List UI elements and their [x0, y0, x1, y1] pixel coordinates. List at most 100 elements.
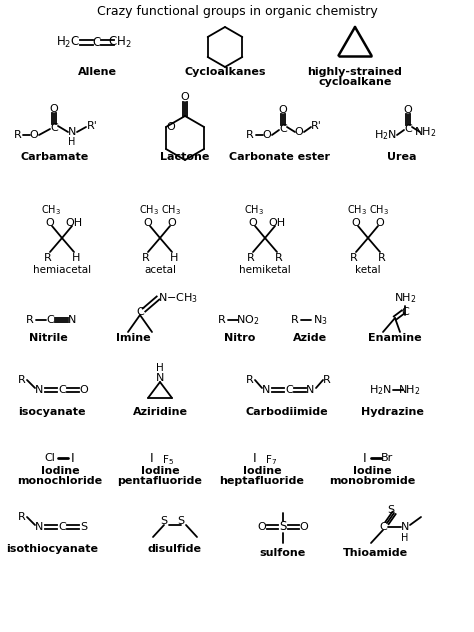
Text: Carbonate ester: Carbonate ester: [229, 152, 330, 162]
Text: CH$_3$: CH$_3$: [347, 203, 367, 217]
Text: N$-$CH$_3$: N$-$CH$_3$: [158, 291, 198, 305]
Text: H: H: [156, 363, 164, 373]
Text: isothiocyanate: isothiocyanate: [6, 544, 98, 554]
Text: R: R: [14, 130, 22, 140]
Text: NH$_2$: NH$_2$: [398, 383, 420, 397]
Text: Iodine: Iodine: [41, 466, 79, 476]
Text: hemiacetal: hemiacetal: [33, 265, 91, 275]
Text: pentafluoride: pentafluoride: [118, 476, 202, 486]
Text: O: O: [168, 218, 176, 228]
Text: Iodine: Iodine: [353, 466, 392, 476]
Text: H: H: [68, 137, 76, 147]
Text: Hydrazine: Hydrazine: [361, 407, 423, 417]
Text: O: O: [181, 92, 190, 102]
Text: H: H: [401, 533, 409, 543]
Text: Cycloalkanes: Cycloalkanes: [184, 67, 266, 77]
Text: Nitro: Nitro: [224, 333, 255, 343]
Text: C: C: [279, 124, 287, 134]
Text: O: O: [300, 522, 309, 532]
Text: N: N: [68, 315, 76, 325]
Text: C: C: [404, 124, 412, 134]
Text: Iodine: Iodine: [141, 466, 179, 476]
Text: N: N: [156, 373, 164, 383]
Text: F$_5$: F$_5$: [162, 453, 174, 467]
Text: I: I: [150, 451, 154, 465]
Text: C: C: [285, 385, 293, 395]
Text: R: R: [246, 130, 254, 140]
Text: Urea: Urea: [387, 152, 417, 162]
Text: Br: Br: [381, 453, 393, 463]
Text: monochloride: monochloride: [18, 476, 102, 486]
Text: R: R: [18, 375, 26, 385]
Text: C: C: [93, 35, 101, 49]
Text: OH: OH: [65, 218, 82, 228]
Text: I: I: [363, 451, 367, 465]
Text: O: O: [295, 127, 303, 137]
Text: O: O: [279, 105, 287, 115]
Text: CH$_3$: CH$_3$: [41, 203, 61, 217]
Text: NH$_2$: NH$_2$: [394, 291, 416, 305]
Text: H$_2$N: H$_2$N: [368, 383, 392, 397]
Text: ketal: ketal: [355, 265, 381, 275]
Text: N: N: [68, 127, 76, 137]
Text: S: S: [387, 505, 394, 515]
Text: R: R: [142, 253, 150, 263]
Text: Enamine: Enamine: [368, 333, 422, 343]
Text: O: O: [375, 218, 384, 228]
Text: C: C: [136, 307, 144, 317]
Text: Aziridine: Aziridine: [133, 407, 188, 417]
Text: Carbamate: Carbamate: [21, 152, 89, 162]
Text: hemiketal: hemiketal: [239, 265, 291, 275]
Text: R: R: [246, 375, 254, 385]
Text: O: O: [249, 218, 257, 228]
Text: R: R: [291, 315, 299, 325]
Text: R': R': [310, 121, 321, 131]
Text: R: R: [378, 253, 386, 263]
Text: O: O: [50, 104, 58, 114]
Text: Iodine: Iodine: [243, 466, 281, 476]
Text: C: C: [401, 307, 409, 317]
Text: S: S: [177, 516, 184, 526]
Text: Imine: Imine: [116, 333, 150, 343]
Text: cycloalkane: cycloalkane: [319, 77, 392, 87]
Text: R: R: [18, 512, 26, 522]
Text: O: O: [263, 130, 272, 140]
Text: CH$_3$: CH$_3$: [244, 203, 264, 217]
Text: Nitrile: Nitrile: [28, 333, 67, 343]
Text: S: S: [160, 516, 168, 526]
Text: O: O: [166, 122, 175, 132]
Text: Crazy functional groups in organic chemistry: Crazy functional groups in organic chemi…: [97, 6, 377, 18]
Text: N: N: [262, 385, 270, 395]
Text: O: O: [80, 385, 88, 395]
Text: C: C: [50, 123, 58, 133]
Text: Allene: Allene: [78, 67, 117, 77]
Text: N: N: [35, 385, 43, 395]
Text: H: H: [170, 253, 178, 263]
Text: Lactone: Lactone: [160, 152, 210, 162]
Text: Carbodiimide: Carbodiimide: [246, 407, 328, 417]
Text: C: C: [58, 385, 66, 395]
Text: F$_7$: F$_7$: [265, 453, 277, 467]
Text: R': R': [87, 121, 98, 131]
Text: N$_3$: N$_3$: [313, 313, 328, 327]
Text: disulfide: disulfide: [148, 544, 202, 554]
Text: O: O: [352, 218, 360, 228]
Text: CH$_3$: CH$_3$: [161, 203, 181, 217]
Text: C: C: [46, 315, 54, 325]
Text: R: R: [247, 253, 255, 263]
Text: R: R: [350, 253, 358, 263]
Text: CH$_2$: CH$_2$: [108, 35, 132, 49]
Text: H: H: [72, 253, 80, 263]
Text: R: R: [323, 375, 331, 385]
Text: R: R: [44, 253, 52, 263]
Text: NO$_2$: NO$_2$: [237, 313, 260, 327]
Text: R: R: [26, 315, 34, 325]
Text: Thioamide: Thioamide: [342, 548, 408, 558]
Text: O: O: [46, 218, 55, 228]
Text: O: O: [144, 218, 152, 228]
Text: N: N: [35, 522, 43, 532]
Text: Cl: Cl: [45, 453, 55, 463]
Text: N: N: [401, 522, 409, 532]
Text: sulfone: sulfone: [260, 548, 306, 558]
Text: H$_2$C: H$_2$C: [56, 35, 80, 49]
